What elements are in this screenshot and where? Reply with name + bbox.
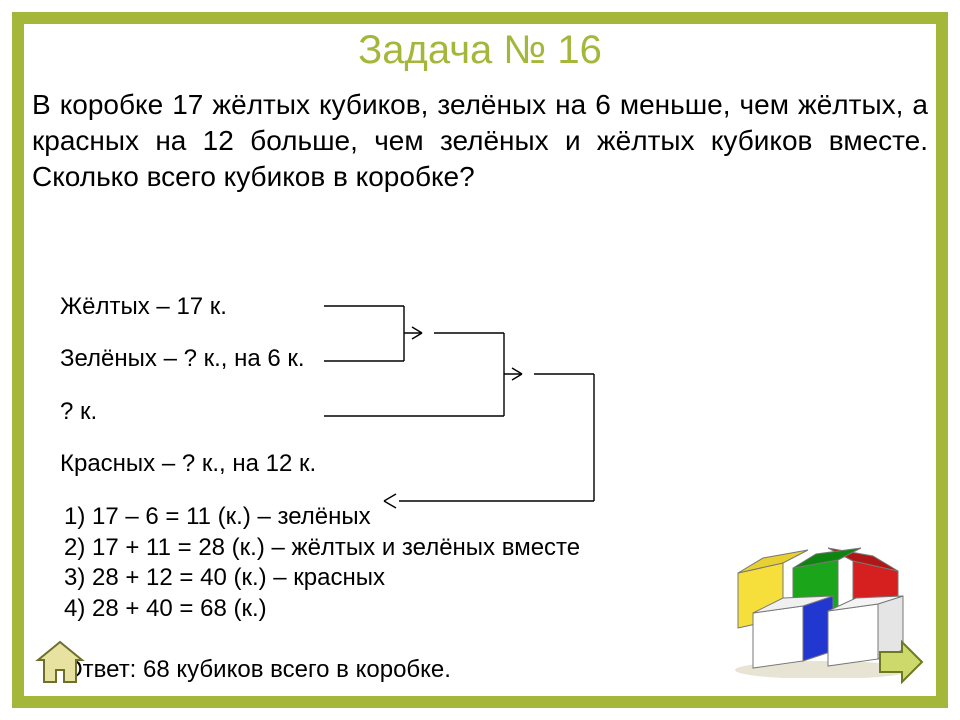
- answer-text: Ответ: 68 кубиков всего в коробке.: [64, 656, 451, 684]
- given-data: Жёлтых – 17 к. Зелёных – ? к., на 6 к. ?…: [60, 294, 316, 504]
- next-button[interactable]: [874, 638, 926, 686]
- solution-step-1: 1) 17 – 6 = 11 (к.) – зелёных: [64, 502, 706, 533]
- bracket-diagram: [294, 286, 634, 516]
- problem-text: В коробке 17 жёлтых кубиков, зелёных на …: [30, 87, 930, 194]
- given-line-yellow: Жёлтых – 17 к.: [60, 294, 316, 320]
- home-button[interactable]: [34, 638, 86, 686]
- slide-title: Задача № 16: [30, 28, 930, 73]
- slide-content: Задача № 16 В коробке 17 жёлтых кубиков,…: [24, 24, 936, 696]
- given-line-red: Красных – ? к., на 12 к.: [60, 451, 316, 477]
- solution-step-4: 4) 28 + 40 = 68 (к.): [64, 594, 706, 625]
- solution-steps: 1) 17 – 6 = 11 (к.) – зелёных 2) 17 + 11…: [64, 502, 706, 625]
- solution-step-3: 3) 28 + 12 = 40 (к.) – красных: [64, 563, 706, 594]
- solution-step-2: 2) 17 + 11 = 28 (к.) – жёлтых и зелёных …: [64, 533, 706, 564]
- given-line-green: Зелёных – ? к., на 6 к.: [60, 346, 316, 372]
- given-line-unknown: ? к.: [60, 399, 316, 425]
